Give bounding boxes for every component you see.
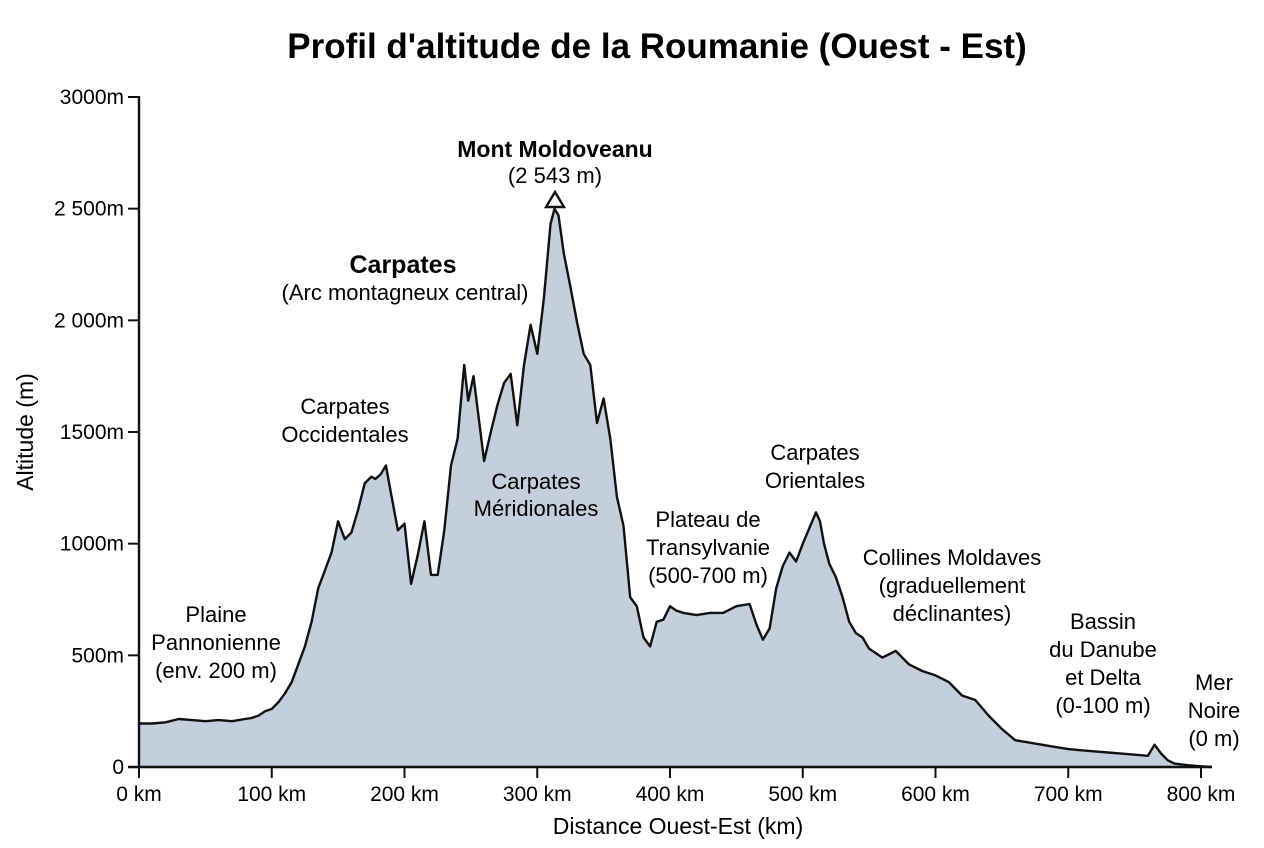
x-tick-label: 200 km: [370, 783, 439, 806]
y-tick-label: 500m: [71, 644, 124, 667]
annotation-meridionales-line2: Méridionales: [474, 496, 599, 521]
annotation-mer-noire-line2: Noire: [1188, 698, 1241, 723]
annotation-plateau-line3: (500-700 m): [648, 563, 768, 588]
altitude-profile-line: [139, 207, 1212, 769]
annotations: Mont Moldoveanu (2 543 m) Carpates (Arc …: [151, 136, 1240, 751]
y-axis: 0 500m 1000m 1500m 2 000m 2 500m 3000m: [54, 86, 141, 779]
y-tick-label: 0: [112, 756, 124, 779]
annotation-danube-line1: Bassin: [1070, 609, 1136, 634]
annotation-pannonienne-line1: Plaine: [185, 602, 246, 627]
annotation-danube-line3: et Delta: [1065, 665, 1142, 690]
annotation-moldaves-line1: Collines Moldaves: [863, 545, 1042, 570]
x-axis: 0 km 100 km 200 km 300 km 400 km 500 km 600 km…: [116, 765, 1236, 806]
annotation-mer-noire-line3: (0 m): [1188, 726, 1239, 751]
annotation-moldoveanu-altitude: (2 543 m): [508, 163, 602, 188]
chart-title: Profil d'altitude de la Roumanie (Ouest …: [287, 27, 1027, 66]
annotation-moldaves-line3: déclinantes): [893, 601, 1012, 626]
annotation-moldoveanu-name: Mont Moldoveanu: [457, 136, 652, 162]
annotation-pannonienne-line2: Pannonienne: [151, 630, 281, 655]
annotation-occidentales-line1: Carpates: [300, 394, 389, 419]
y-tick-label: 1500m: [60, 421, 124, 444]
peak-triangle-icon: [543, 189, 567, 209]
annotation-danube-line4: (0-100 m): [1055, 693, 1150, 718]
x-tick-label: 400 km: [636, 783, 705, 806]
y-tick-label: 2 000m: [54, 309, 124, 332]
annotation-orientales-line1: Carpates: [770, 440, 859, 465]
x-tick-label: 300 km: [503, 783, 572, 806]
annotation-occidentales-line2: Occidentales: [281, 422, 408, 447]
x-tick-label: 700 km: [1034, 783, 1103, 806]
annotation-moldaves-line2: (graduellement: [879, 573, 1026, 598]
annotation-orientales-line2: Orientales: [765, 468, 865, 493]
annotation-plateau-line1: Plateau de: [655, 507, 760, 532]
annotation-plateau-line2: Transylvanie: [646, 535, 770, 560]
annotation-danube-line2: du Danube: [1049, 637, 1157, 662]
x-tick-label: 600 km: [901, 783, 970, 806]
y-axis-title: Altitude (m): [12, 373, 38, 491]
y-tick-label: 3000m: [60, 86, 124, 109]
annotation-pannonienne-line3: (env. 200 m): [155, 658, 277, 683]
annotation-carpates-title: Carpates: [350, 251, 457, 279]
x-axis-title: Distance Ouest-Est (km): [553, 813, 804, 839]
annotation-carpates-subtitle: (Arc montagneux central): [282, 280, 529, 305]
y-tick-label: 1000m: [60, 533, 124, 556]
x-tick-label: 0 km: [116, 783, 162, 806]
x-tick-label: 500 km: [768, 783, 837, 806]
y-tick-label: 2 500m: [54, 198, 124, 221]
plot-area: [139, 207, 1212, 769]
x-tick-label: 800 km: [1167, 783, 1236, 806]
altitude-area-fill: [139, 208, 1212, 767]
annotation-meridionales-line1: Carpates: [491, 469, 580, 494]
x-tick-label: 100 km: [237, 783, 306, 806]
annotation-mer-noire-line1: Mer: [1195, 670, 1233, 695]
